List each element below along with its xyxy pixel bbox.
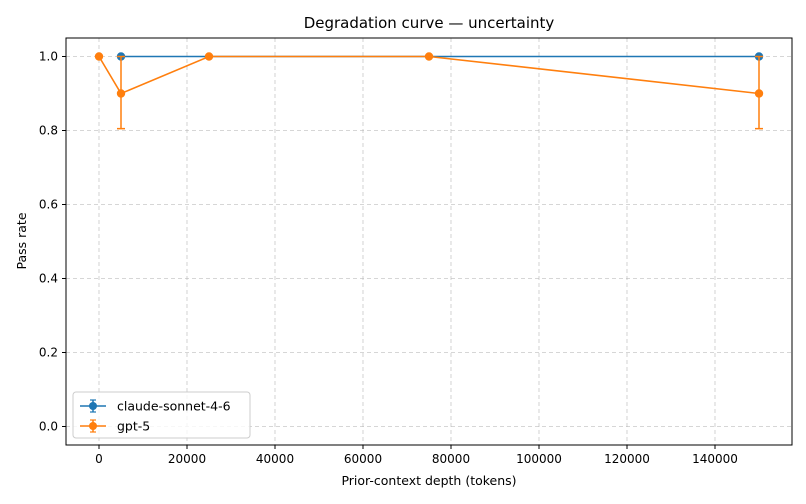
legend-items: claude-sonnet-4-6 gpt-5	[80, 399, 231, 434]
plot-background	[66, 38, 792, 445]
x-tick-label: 80000	[432, 452, 470, 466]
legend: claude-sonnet-4-6 gpt-5	[72, 391, 251, 439]
legend-label: claude-sonnet-4-6	[117, 399, 231, 414]
x-tick-label: 120000	[604, 452, 650, 466]
data-point	[754, 89, 764, 98]
legend-label: gpt-5	[117, 419, 150, 434]
data-point	[204, 52, 214, 61]
y-tick-label: 0.8	[39, 124, 58, 138]
legend-marker	[89, 422, 97, 430]
x-axis-ticks: 0 20000 40000 60000 80000 100000 120000 140000	[95, 445, 738, 466]
x-tick-label: 100000	[516, 452, 562, 466]
plot-frame	[65, 37, 793, 446]
legend-item: gpt-5	[80, 419, 150, 434]
y-axis-title: Pass rate	[14, 212, 29, 269]
x-tick-label: 20000	[168, 452, 206, 466]
x-tick-label: 0	[95, 452, 103, 466]
y-tick-label: 0.0	[39, 420, 58, 434]
series-layer	[94, 52, 764, 130]
y-tick-label: 1.0	[39, 50, 58, 64]
data-point	[116, 89, 126, 98]
data-point	[94, 52, 104, 61]
data-point	[424, 52, 434, 61]
x-tick-label: 60000	[344, 452, 382, 466]
legend-frame	[72, 391, 251, 439]
series-gpt-5	[94, 52, 764, 130]
y-tick-label: 0.6	[39, 198, 58, 212]
y-tick-label: 0.2	[39, 346, 58, 360]
y-axis-ticks: 0.0 0.2 0.4 0.6 0.8 1.0	[39, 50, 66, 434]
legend-item: claude-sonnet-4-6	[80, 399, 231, 414]
y-tick-label: 0.4	[39, 272, 58, 286]
chart-title: Degradation curve — uncertainty	[304, 14, 555, 32]
legend-marker	[89, 402, 97, 410]
x-tick-label: 40000	[256, 452, 294, 466]
x-tick-label: 140000	[692, 452, 738, 466]
x-axis-title: Prior-context depth (tokens)	[341, 473, 516, 488]
